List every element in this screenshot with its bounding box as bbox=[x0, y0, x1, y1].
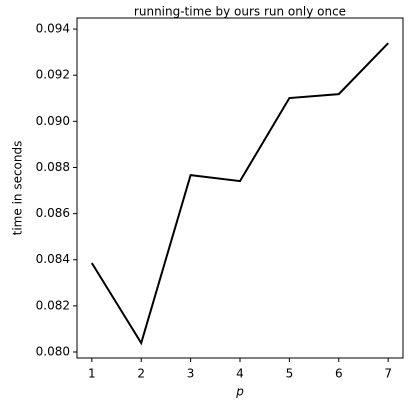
x-tick-label: 6 bbox=[335, 367, 343, 381]
y-tick-label: 0.086 bbox=[36, 206, 70, 220]
y-tick-label: 0.080 bbox=[36, 345, 70, 359]
y-tick-label: 0.088 bbox=[36, 160, 70, 174]
y-tick-label: 0.092 bbox=[36, 68, 70, 82]
plot-frame bbox=[76, 17, 404, 359]
x-tick-label: 1 bbox=[88, 367, 96, 381]
x-axis-label: p bbox=[235, 385, 244, 399]
y-axis-label: time in seconds bbox=[11, 141, 25, 236]
x-tick-label: 4 bbox=[236, 367, 244, 381]
x-tick-label: 7 bbox=[384, 367, 392, 381]
y-tick-label: 0.094 bbox=[36, 22, 70, 36]
y-tick-label: 0.082 bbox=[36, 298, 70, 312]
x-tick-label: 5 bbox=[286, 367, 294, 381]
x-tick-label: 2 bbox=[137, 367, 145, 381]
y-tick-label: 0.084 bbox=[36, 252, 70, 266]
chart-title: running-time by ours run only once bbox=[134, 5, 346, 19]
x-tick-label: 3 bbox=[187, 367, 195, 381]
y-tick-label: 0.090 bbox=[36, 114, 70, 128]
line bbox=[90, 42, 389, 346]
